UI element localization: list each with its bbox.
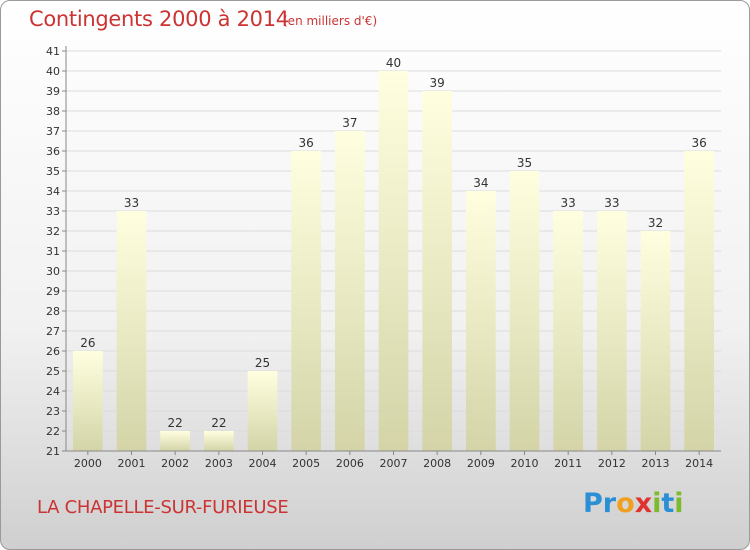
x-tick-label: 2008 [423,457,451,470]
bar [291,151,322,451]
x-tick-label: 2009 [467,457,495,470]
y-tick-label: 22 [46,425,60,438]
chart-title: Contingents 2000 à 2014 [29,7,289,31]
y-tick-label: 27 [46,325,60,338]
x-tick-label: 2000 [74,457,102,470]
x-tick-label: 2006 [336,457,364,470]
y-tick-label: 39 [46,85,60,98]
data-label: 33 [604,196,619,210]
bar [509,171,540,451]
bar [247,371,278,451]
data-label: 40 [386,56,401,70]
data-label: 33 [124,196,139,210]
y-tick-label: 25 [46,365,60,378]
data-label: 36 [299,136,314,150]
bar [465,191,496,451]
y-tick-label: 24 [46,385,60,398]
data-label: 34 [473,176,488,190]
y-tick-label: 31 [46,245,60,258]
commune-name: LA CHAPELLE-SUR-FURIEUSE [37,497,289,518]
logo-letter: x [634,488,653,519]
data-label: 25 [255,356,270,370]
bar [378,71,409,451]
logo-letter: P [583,488,603,519]
y-tick-label: 41 [46,45,60,58]
logo-letter: t [661,488,675,519]
x-tick-label: 2012 [598,457,626,470]
data-label: 35 [517,156,532,170]
y-tick-label: 32 [46,225,60,238]
x-tick-label: 2007 [380,457,408,470]
x-tick-label: 2002 [161,457,189,470]
x-tick-label: 2004 [249,457,277,470]
bar [553,211,584,451]
x-tick-label: 2005 [292,457,320,470]
logo-letter: r [602,488,617,519]
x-tick-label: 2013 [642,457,670,470]
y-tick-label: 38 [46,105,60,118]
y-tick-label: 26 [46,345,60,358]
bar [684,151,715,451]
x-tick-label: 2010 [511,457,539,470]
x-tick-label: 2001 [118,457,146,470]
bar [640,231,671,451]
data-label: 33 [561,196,576,210]
x-tick-label: 2011 [554,457,582,470]
data-label: 22 [211,416,226,430]
chart-subtitle: (en milliers d'€) [283,14,378,28]
data-label: 36 [692,136,707,150]
y-tick-label: 33 [46,205,60,218]
x-tick-label: 2014 [685,457,713,470]
bar [203,431,234,451]
bar [160,431,191,451]
bar [334,131,365,451]
y-tick-label: 28 [46,305,60,318]
y-tick-label: 37 [46,125,60,138]
bar [116,211,147,451]
y-tick-label: 30 [46,265,60,278]
data-label: 26 [80,336,95,350]
bar [72,351,103,451]
y-tick-label: 21 [46,445,60,458]
logo-letter: o [616,488,635,519]
logo-letter: i [652,488,662,519]
bar [422,91,453,451]
y-tick-label: 36 [46,145,60,158]
x-tick-label: 2003 [205,457,233,470]
y-tick-label: 35 [46,165,60,178]
bar [596,211,627,451]
data-label: 32 [648,216,663,230]
data-label: 37 [342,116,357,130]
y-tick-label: 34 [46,185,60,198]
y-tick-label: 40 [46,65,60,78]
y-tick-label: 23 [46,405,60,418]
proxiti-logo: Proxiti [583,488,684,519]
data-label: 39 [430,76,445,90]
y-tick-label: 29 [46,285,60,298]
logo-letter: i [674,488,684,519]
data-label: 22 [168,416,183,430]
